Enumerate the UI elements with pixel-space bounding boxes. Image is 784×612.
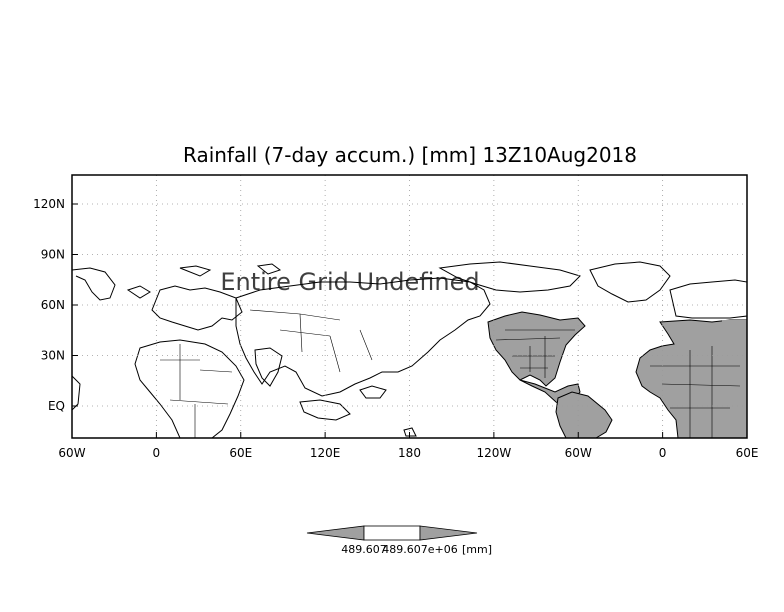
x-tick-label: 120W: [476, 446, 511, 460]
coastlines: [71, 261, 748, 439]
coast-europe: [151, 285, 243, 331]
country-borders: [160, 309, 741, 438]
x-tick-label: 0: [659, 446, 667, 460]
coast-iceland-west: [126, 285, 151, 299]
x-tick-label: 120E: [310, 446, 341, 460]
coast-indonesia: [359, 385, 417, 437]
y-axis-ticks: 120N 90N 60N 30N EQ: [33, 197, 78, 413]
map-plot-area: Entire Grid Undefined: [71, 174, 748, 439]
x-tick-label: 180: [398, 446, 421, 460]
chart-title: Rainfall (7-day accum.) [mm] 13Z10Aug201…: [183, 143, 637, 167]
shaded-mideast-block: [722, 320, 747, 360]
border-africa-east-lines: [650, 346, 741, 438]
x-tick-label: 60E: [229, 446, 252, 460]
colorbar-min-label: 489.607: [341, 543, 387, 556]
border-north-america-lines: [495, 329, 575, 378]
colorbar-max-label: 489.607e+06: [382, 543, 457, 556]
coast-greenland-west: [71, 267, 116, 301]
y-tick-label: 120N: [33, 197, 65, 211]
y-tick-label: 30N: [41, 349, 65, 363]
coast-greenland-east: [589, 261, 671, 303]
colorbar: 489.607 489.607e+06 [mm]: [306, 525, 492, 556]
y-tick-label: EQ: [48, 399, 65, 413]
coast-arctic-islands: [179, 261, 581, 293]
shaded-south-america: [555, 391, 613, 439]
x-tick-label: 60E: [736, 446, 759, 460]
plot-background: [72, 175, 747, 438]
x-tick-label: 0: [153, 446, 161, 460]
coast-india: [254, 347, 283, 387]
coast-africa: [134, 339, 245, 439]
colorbar-left-arrow: [306, 525, 365, 541]
colorbar-middle-box: [363, 525, 421, 541]
colorbar-right-arrow: [419, 525, 478, 541]
x-tick-label: 60W: [565, 446, 592, 460]
y-tick-label: 90N: [41, 248, 65, 262]
colorbar-unit-label: [mm]: [462, 543, 492, 556]
y-tick-label: 60N: [41, 298, 65, 312]
border-africa-lines: [160, 344, 233, 438]
coast-south-america-west: [71, 375, 81, 411]
coast-southeast-asia-islands: [299, 399, 351, 421]
undefined-grid-label: Entire Grid Undefined: [220, 268, 479, 296]
x-axis-ticks: 60W 0 60E 120E 180 120W 60W 0 60E: [58, 432, 758, 460]
border-asia-lines: [249, 309, 373, 373]
x-tick-label: 60W: [58, 446, 85, 460]
shaded-north-america: [487, 311, 586, 387]
